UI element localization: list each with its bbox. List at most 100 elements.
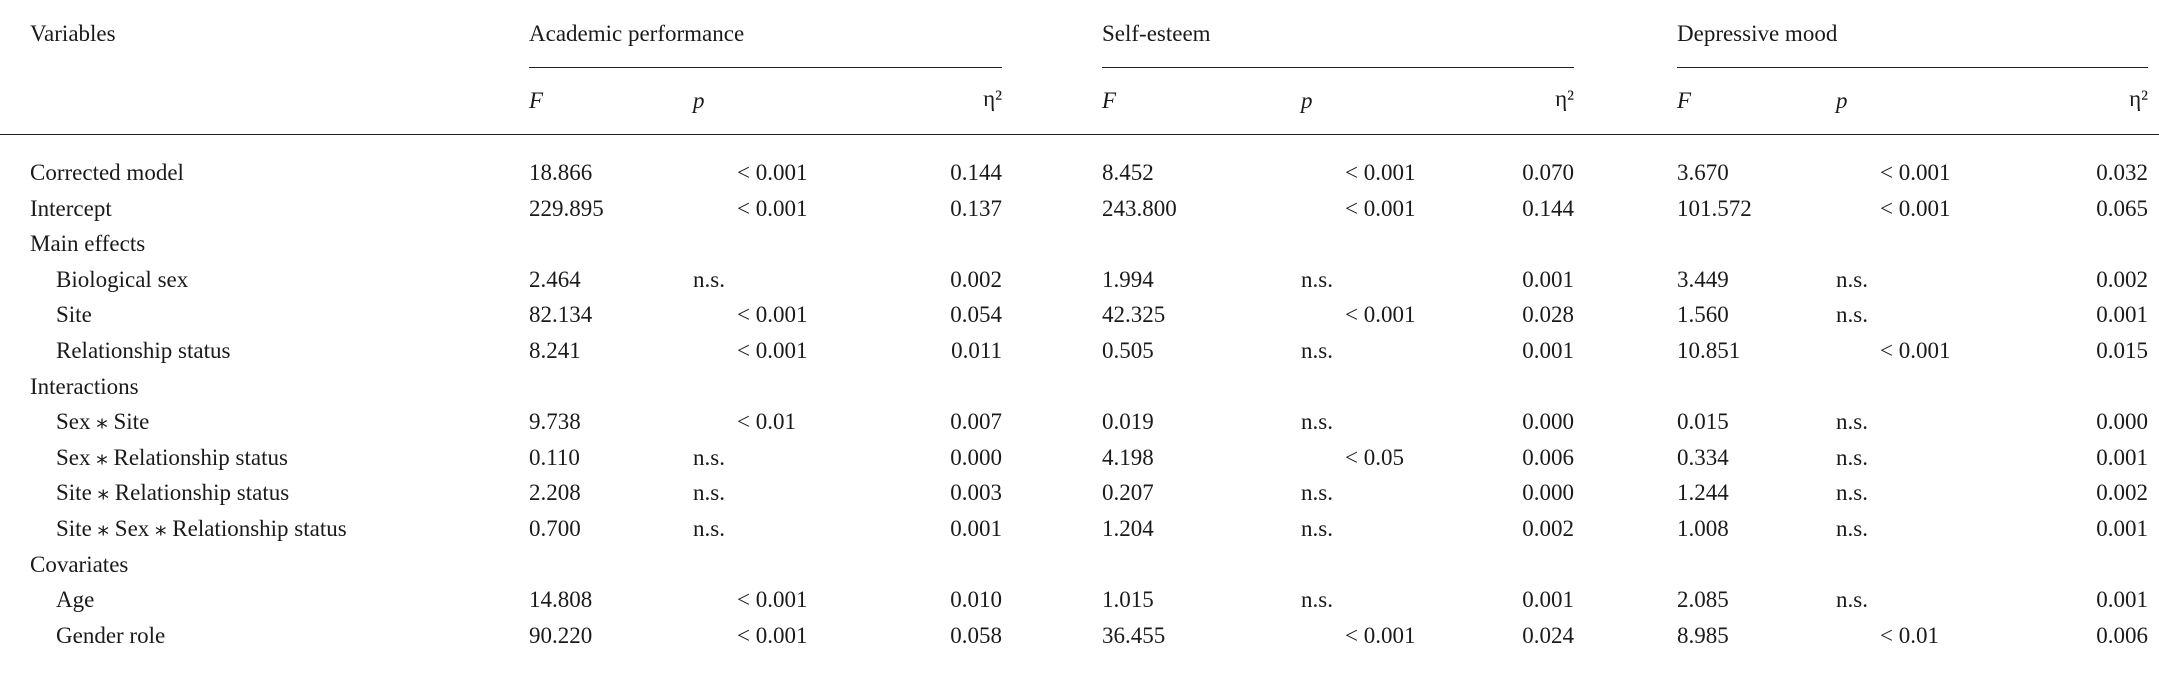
cell: 0.065 xyxy=(2096,195,2148,221)
cell: 243.800 xyxy=(1102,195,1177,221)
cell: 0.144 xyxy=(1522,195,1574,221)
cell: 0.001 xyxy=(1522,266,1574,292)
cell: n.s. xyxy=(1836,266,1868,292)
cell: 0.006 xyxy=(1522,444,1574,470)
cell: 0.028 xyxy=(1522,302,1574,328)
cell: n.s. xyxy=(1301,266,1333,292)
row-label: Relationship status xyxy=(56,338,231,363)
cell: 0.207 xyxy=(1102,480,1154,506)
rule xyxy=(1677,67,2148,68)
cell: 0.070 xyxy=(1522,160,1574,185)
row-label: Sex ⁎ Site xyxy=(56,409,150,435)
cell: n.s. xyxy=(1301,516,1333,541)
cell: 1.994 xyxy=(1102,266,1154,292)
cell: n.s. xyxy=(1836,516,1868,541)
row-label: Age xyxy=(56,587,95,613)
section-title: Covariates xyxy=(30,551,129,577)
cell: 0.002 xyxy=(2096,480,2148,506)
row-label: Biological sex xyxy=(56,266,189,292)
group-header: Academic performance xyxy=(529,21,745,46)
cell: 0.001 xyxy=(2096,516,2148,541)
cell: 101.572 xyxy=(1677,195,1752,221)
cell: 0.700 xyxy=(529,516,581,541)
cell: n.s. xyxy=(1836,409,1868,435)
cell: 0.002 xyxy=(950,266,1002,292)
row-label: Site ⁎ Sex ⁎ Relationship status xyxy=(56,516,347,541)
column-header: F xyxy=(1102,88,1117,113)
cell: 0.024 xyxy=(1522,622,1574,648)
cell: 0.032 xyxy=(2096,160,2148,185)
cell: n.s. xyxy=(1836,444,1868,470)
cell: n.s. xyxy=(693,480,725,506)
cell: 82.134 xyxy=(529,302,593,328)
row-label: Sex ⁎ Relationship status xyxy=(56,444,288,470)
cell: 0.015 xyxy=(1677,409,1729,435)
cell: n.s. xyxy=(693,444,725,470)
header-variables: Variables xyxy=(30,21,116,46)
cell: 1.008 xyxy=(1677,516,1729,541)
cell: n.s. xyxy=(1301,409,1333,435)
column-header: F xyxy=(1677,88,1692,113)
row-label: Site ⁎ Relationship status xyxy=(56,480,290,506)
group-header: Self-esteem xyxy=(1102,21,1211,46)
cell: 0.001 xyxy=(1522,587,1574,613)
cell: 0.015 xyxy=(2096,338,2148,363)
cell: < 0.001 xyxy=(737,195,808,221)
cell: 0.001 xyxy=(2096,302,2148,328)
cell: 8.452 xyxy=(1102,160,1154,185)
cell: 1.560 xyxy=(1677,302,1729,328)
cell: < 0.05 xyxy=(1345,444,1404,470)
cell: 1.015 xyxy=(1102,587,1154,613)
cell: n.s. xyxy=(1301,338,1333,363)
row-label: Site xyxy=(56,302,92,328)
cell: < 0.001 xyxy=(1880,160,1951,185)
cell: < 0.001 xyxy=(737,302,808,328)
cell: 0.002 xyxy=(1522,516,1574,541)
row-label: Gender role xyxy=(56,622,166,648)
cell: 9.738 xyxy=(529,409,581,435)
cell: n.s. xyxy=(1836,587,1868,613)
cell: 0.058 xyxy=(950,622,1002,648)
cell: 0.000 xyxy=(2096,409,2148,435)
row-label: Corrected model xyxy=(30,160,184,185)
cell: n.s. xyxy=(1301,587,1333,613)
cell: 0.001 xyxy=(2096,444,2148,470)
cell: < 0.001 xyxy=(1345,622,1416,648)
column-header: p xyxy=(1836,88,1848,113)
cell: < 0.001 xyxy=(1880,195,1951,221)
cell: 1.204 xyxy=(1102,516,1154,541)
cell: 0.006 xyxy=(2096,622,2148,648)
cell: 0.019 xyxy=(1102,409,1154,435)
rule xyxy=(529,67,1002,68)
cell: 8.985 xyxy=(1677,622,1729,648)
column-header: η² xyxy=(983,86,1002,111)
cell: 0.001 xyxy=(950,516,1002,541)
cell: 2.208 xyxy=(529,480,581,506)
cell: n.s. xyxy=(1836,302,1868,328)
cell: < 0.001 xyxy=(1345,160,1416,185)
cell: < 0.001 xyxy=(1345,195,1416,221)
column-header: η² xyxy=(1555,86,1574,111)
cell: 10.851 xyxy=(1677,338,1741,363)
cell: 1.244 xyxy=(1677,480,1729,506)
cell: 14.808 xyxy=(529,587,593,613)
cell: 0.334 xyxy=(1677,444,1729,470)
cell: 0.110 xyxy=(529,444,580,470)
cell: n.s. xyxy=(693,266,725,292)
cell: 229.895 xyxy=(529,195,604,221)
cell: 4.198 xyxy=(1102,444,1154,470)
cell: 2.085 xyxy=(1677,587,1729,613)
cell: < 0.001 xyxy=(1345,302,1416,328)
column-header: p xyxy=(693,88,705,113)
cell: 2.464 xyxy=(529,266,581,292)
column-header: η² xyxy=(2129,86,2148,111)
cell: 0.003 xyxy=(950,480,1002,506)
group-header: Depressive mood xyxy=(1677,21,1838,46)
cell: n.s. xyxy=(1301,480,1333,506)
cell: < 0.001 xyxy=(737,338,808,363)
cell: 8.241 xyxy=(529,338,581,363)
row-label: Intercept xyxy=(30,195,112,221)
cell: < 0.01 xyxy=(737,409,796,435)
rule xyxy=(1102,67,1574,68)
